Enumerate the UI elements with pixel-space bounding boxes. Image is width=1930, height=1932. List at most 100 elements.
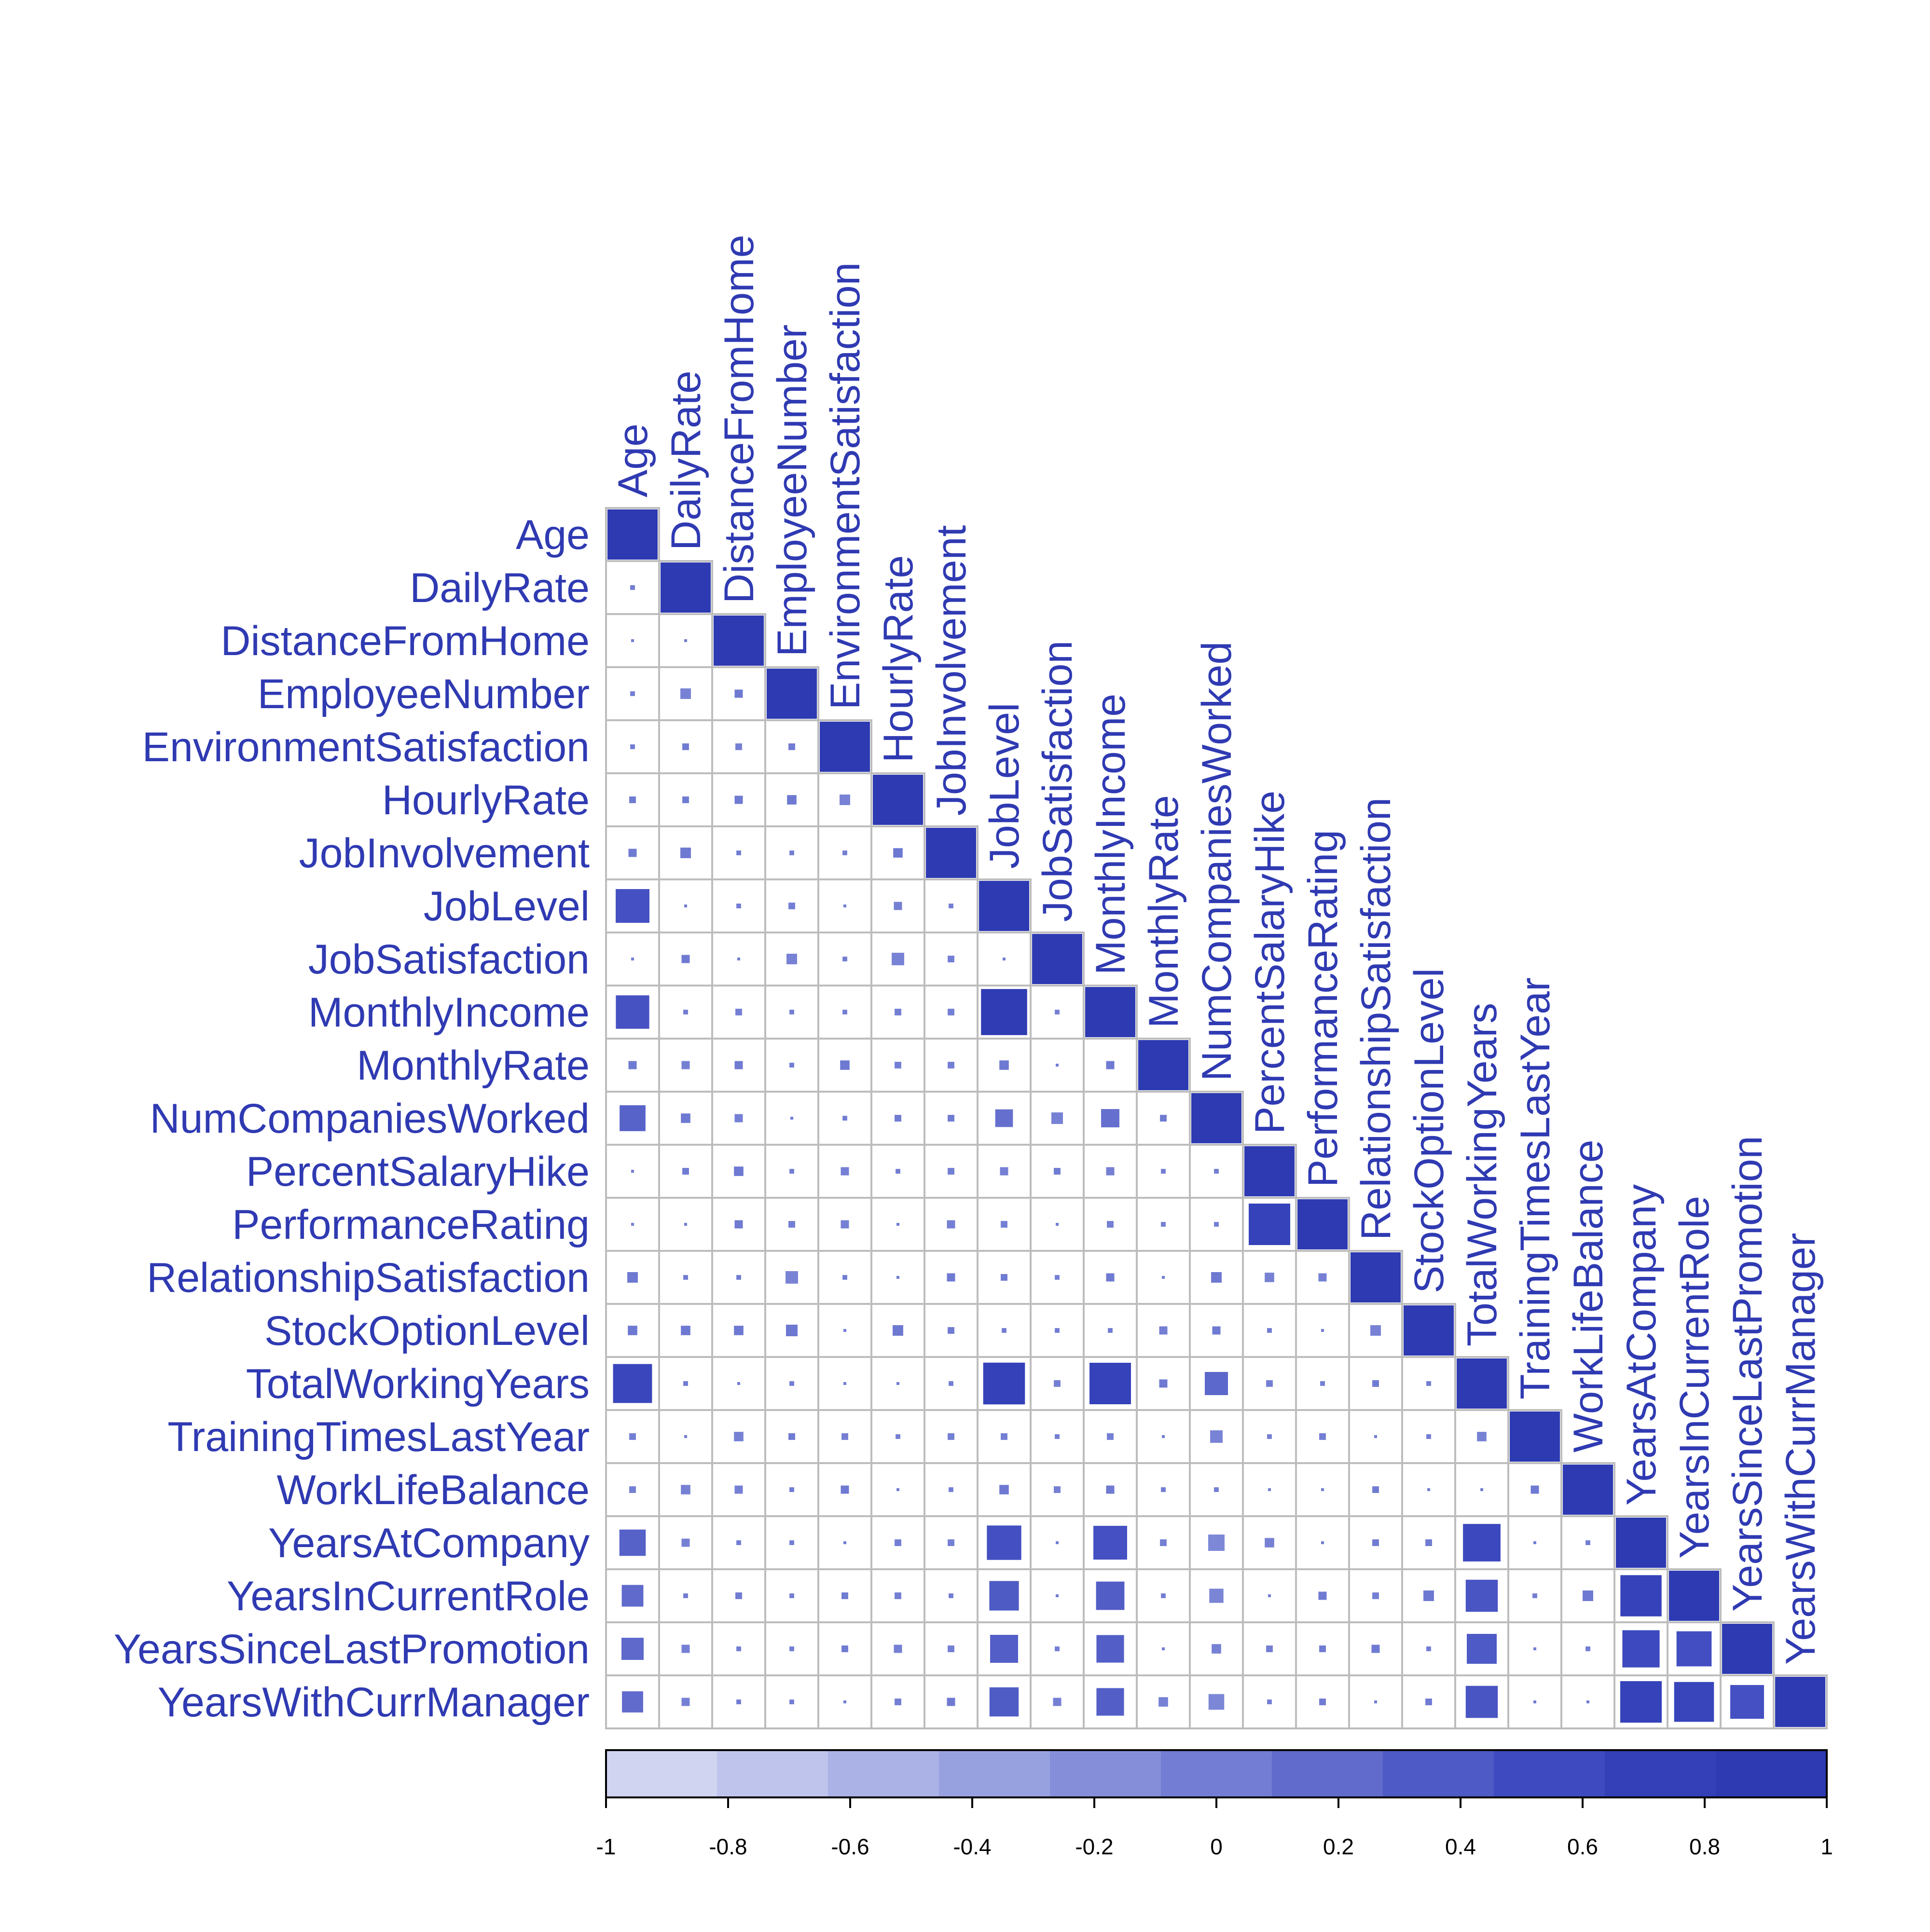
square-RelationshipSatisfaction-PercentSalaryHike [1265, 1273, 1274, 1282]
square-RelationshipSatisfaction-JobLevel [1001, 1274, 1007, 1281]
cell-JobInvolvement-EmployeeNumber [764, 825, 819, 880]
square-StockOptionLevel-JobSatisfaction [1055, 1328, 1060, 1333]
column-label-PerformanceRating: PerformanceRating [1300, 830, 1346, 1187]
square-WorkLifeBalance-RelationshipSatisfaction [1372, 1486, 1379, 1493]
square-JobLevel-JobInvolvement [949, 904, 953, 908]
square-TrainingTimesLastYear-MonthlyRate [1162, 1435, 1165, 1438]
square-YearsAtCompany-RelationshipSatisfaction [1372, 1539, 1379, 1546]
square-YearsInCurrentRole-JobLevel [989, 1581, 1019, 1611]
colorbar-segment [1161, 1750, 1272, 1797]
square-YearsSinceLastPromotion-TotalWorkingYears [1467, 1634, 1497, 1664]
square-PerformanceRating-DailyRate [684, 1223, 687, 1226]
square-DistanceFromHome-DailyRate [684, 639, 687, 642]
square-EmployeeNumber-EmployeeNumber [767, 669, 817, 719]
square-YearsWithCurrManager-EmployeeNumber [789, 1699, 794, 1704]
square-PerformanceRating-MonthlyRate [1161, 1222, 1166, 1227]
row-label-JobSatisfaction: JobSatisfaction [308, 936, 590, 983]
row-label-PerformanceRating: PerformanceRating [232, 1202, 590, 1248]
square-YearsInCurrentRole-TrainingTimesLastYear [1532, 1593, 1537, 1598]
square-YearsWithCurrManager-MonthlyRate [1158, 1697, 1168, 1707]
square-StockOptionLevel-EmployeeNumber [786, 1324, 798, 1337]
colorbar-segment [828, 1750, 939, 1797]
square-YearsAtCompany-WorkLifeBalance [1585, 1540, 1590, 1545]
row-label-RelationshipSatisfaction: RelationshipSatisfaction [147, 1255, 590, 1301]
square-MonthlyRate-MonthlyRate [1138, 1040, 1188, 1090]
square-NumCompaniesWorked-HourlyRate [895, 1115, 901, 1122]
square-YearsAtCompany-StockOptionLevel [1425, 1539, 1432, 1546]
square-PerformanceRating-HourlyRate [896, 1223, 899, 1226]
square-TrainingTimesLastYear-EnvironmentSatisfaction [841, 1433, 848, 1440]
square-TotalWorkingYears-JobLevel [983, 1362, 1025, 1405]
square-YearsInCurrentRole-YearsInCurrentRole [1669, 1571, 1719, 1621]
row-label-PercentSalaryHike: PercentSalaryHike [246, 1149, 590, 1195]
square-YearsSinceLastPromotion-PercentSalaryHike [1266, 1645, 1273, 1652]
square-PerformanceRating-NumCompaniesWorked [1214, 1222, 1219, 1227]
cell-TotalWorkingYears-JobInvolvement [924, 1356, 979, 1411]
square-YearsWithCurrManager-HourlyRate [895, 1699, 901, 1705]
square-YearsInCurrentRole-EmployeeNumber [789, 1593, 794, 1598]
square-PercentSalaryHike-PercentSalaryHike [1244, 1146, 1295, 1196]
square-HourlyRate-HourlyRate [873, 775, 923, 825]
square-MonthlyRate-EmployeeNumber [789, 1063, 794, 1068]
square-RelationshipSatisfaction-JobSatisfaction [1055, 1275, 1060, 1280]
square-MonthlyIncome-DistanceFromHome [735, 1009, 742, 1015]
column-label-NumCompaniesWorked: NumCompaniesWorked [1194, 642, 1240, 1081]
square-JobLevel-EmployeeNumber [788, 903, 795, 909]
column-label-MonthlyIncome: MonthlyIncome [1088, 694, 1134, 975]
square-JobInvolvement-Age [628, 849, 637, 857]
square-StockOptionLevel-StockOptionLevel [1404, 1305, 1454, 1356]
row-label-EmployeeNumber: EmployeeNumber [258, 671, 590, 717]
square-WorkLifeBalance-JobLevel [999, 1485, 1009, 1494]
cell-YearsSinceLastPromotion-YearsInCurrentRole [1667, 1621, 1722, 1676]
square-PercentSalaryHike-JobLevel [1000, 1167, 1008, 1176]
column-label-Age: Age [610, 424, 656, 497]
square-EmployeeNumber-DistanceFromHome [734, 689, 743, 698]
row-label-WorkLifeBalance: WorkLifeBalance [276, 1467, 590, 1513]
square-JobLevel-HourlyRate [894, 902, 902, 910]
square-YearsSinceLastPromotion-TrainingTimesLastYear [1533, 1647, 1536, 1650]
square-YearsAtCompany-NumCompaniesWorked [1208, 1535, 1225, 1551]
square-YearsAtCompany-JobLevel [987, 1525, 1021, 1560]
square-YearsInCurrentRole-PercentSalaryHike [1268, 1594, 1271, 1597]
square-RelationshipSatisfaction-DailyRate [683, 1275, 688, 1280]
square-MonthlyRate-DistanceFromHome [734, 1061, 743, 1069]
square-NumCompaniesWorked-DistanceFromHome [734, 1114, 743, 1123]
square-WorkLifeBalance-EnvironmentSatisfaction [841, 1485, 849, 1494]
square-WorkLifeBalance-DistanceFromHome [734, 1485, 743, 1494]
square-StockOptionLevel-HourlyRate [893, 1325, 903, 1336]
square-TrainingTimesLastYear-PerformanceRating [1319, 1433, 1326, 1440]
square-WorkLifeBalance-DailyRate [681, 1485, 690, 1494]
square-PerformanceRating-JobSatisfaction [1056, 1223, 1059, 1226]
square-JobLevel-Age [616, 889, 649, 923]
colorbar-segment [606, 1750, 717, 1797]
square-YearsSinceLastPromotion-YearsAtCompany [1622, 1630, 1660, 1668]
colorbar-tick-label: -0.2 [1075, 1834, 1113, 1859]
square-PercentSalaryHike-MonthlyIncome [1106, 1167, 1115, 1176]
cell-WorkLifeBalance-TotalWorkingYears [1454, 1462, 1509, 1517]
square-MonthlyIncome-EnvironmentSatisfaction [842, 1010, 847, 1014]
square-DistanceFromHome-Age [631, 639, 634, 642]
cell-YearsSinceLastPromotion-StockOptionLevel [1401, 1621, 1456, 1676]
column-label-DailyRate: DailyRate [663, 370, 709, 550]
square-YearsAtCompany-TrainingTimesLastYear [1533, 1541, 1536, 1544]
square-YearsAtCompany-DistanceFromHome [736, 1540, 741, 1545]
square-YearsWithCurrManager-JobSatisfaction [1053, 1698, 1062, 1706]
column-label-JobLevel: JobLevel [981, 703, 1028, 869]
square-PerformanceRating-Age [631, 1223, 634, 1226]
row-label-DailyRate: DailyRate [410, 565, 590, 611]
square-YearsWithCurrManager-StockOptionLevel [1425, 1699, 1432, 1705]
square-YearsSinceLastPromotion-Age [621, 1638, 644, 1660]
square-JobSatisfaction-DailyRate [681, 955, 690, 963]
square-TrainingTimesLastYear-JobSatisfaction [1055, 1434, 1060, 1439]
square-JobInvolvement-HourlyRate [893, 848, 903, 858]
square-MonthlyRate-MonthlyIncome [1106, 1061, 1115, 1069]
row-label-YearsAtCompany: YearsAtCompany [268, 1520, 590, 1566]
square-PercentSalaryHike-MonthlyRate [1161, 1169, 1166, 1174]
row-label-JobLevel: JobLevel [424, 883, 590, 930]
square-JobInvolvement-DailyRate [680, 848, 691, 858]
square-YearsWithCurrManager-RelationshipSatisfaction [1374, 1700, 1377, 1703]
square-YearsSinceLastPromotion-StockOptionLevel [1426, 1646, 1431, 1651]
square-WorkLifeBalance-PercentSalaryHike [1268, 1488, 1271, 1491]
square-RelationshipSatisfaction-EmployeeNumber [786, 1271, 798, 1284]
square-YearsAtCompany-DailyRate [681, 1538, 690, 1547]
